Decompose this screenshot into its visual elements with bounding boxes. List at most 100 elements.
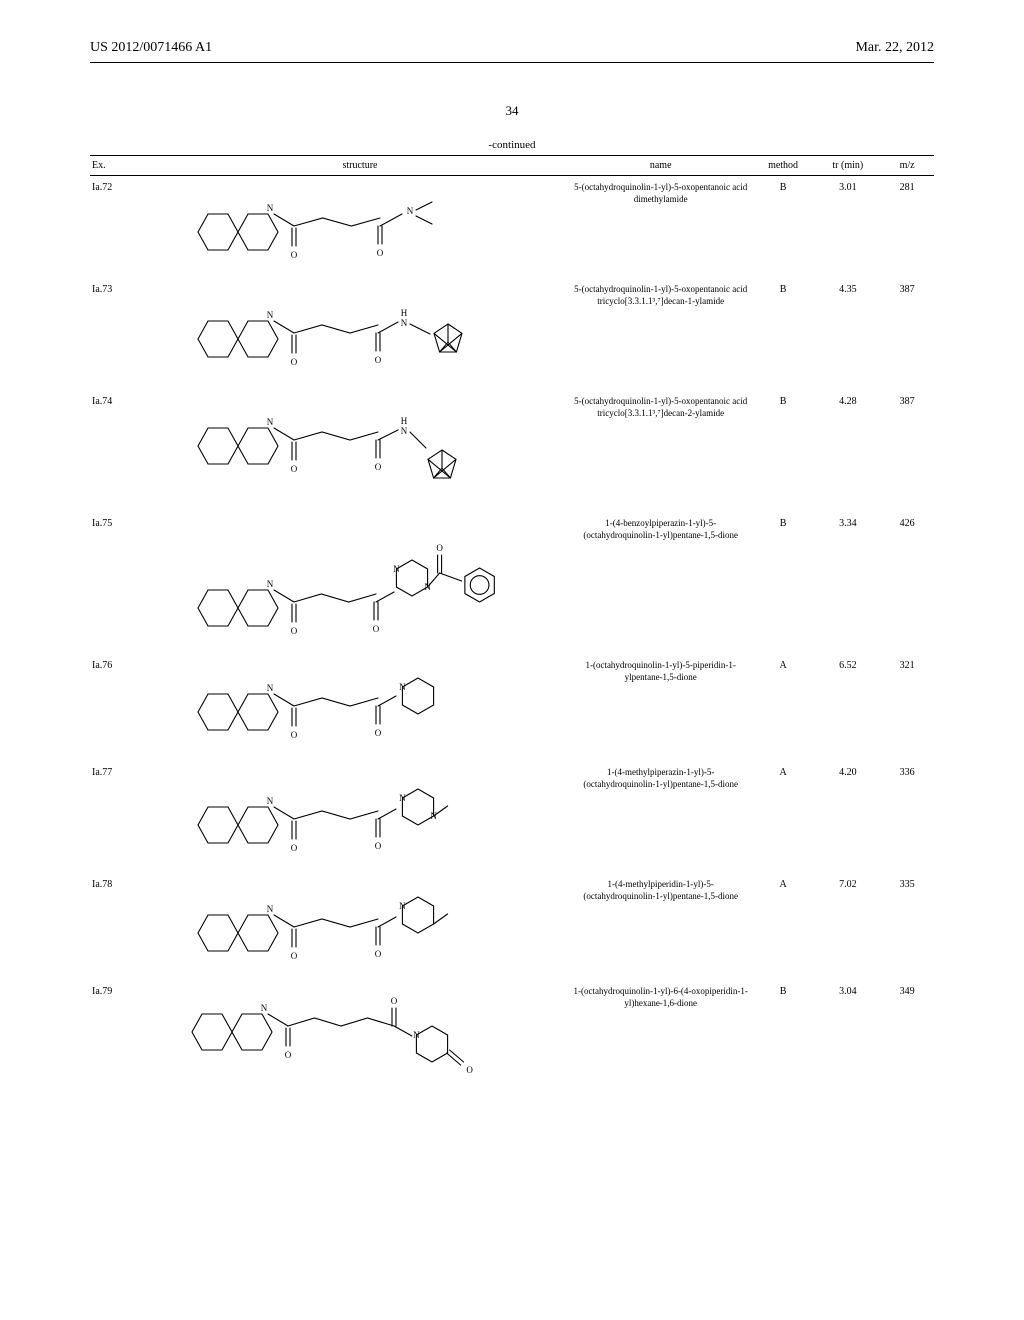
page-number: 34 xyxy=(90,103,934,119)
cell-method: A xyxy=(751,873,816,980)
cell-name: 1-(4-methylpiperidin-1-yl)-5-(octahydroq… xyxy=(571,873,751,980)
svg-text:H: H xyxy=(401,308,408,318)
svg-text:O: O xyxy=(375,355,382,365)
svg-text:O: O xyxy=(291,357,298,367)
cell-ex: Ia.77 xyxy=(90,761,149,873)
table-row: Ia.76 N O O N 1-(octahydroquinolin-1-yl)-5-… xyxy=(90,654,934,761)
svg-text:O: O xyxy=(291,250,298,260)
cell-tr: 6.52 xyxy=(815,654,880,761)
svg-text:N: N xyxy=(393,564,400,574)
table-row: Ia.78 N O O N 1-(4-methylpiperidin-1-yl)-5-… xyxy=(90,873,934,980)
table-body: Ia.72 N O O N 5-(octahydroquinolin-1-yl)-5-… xyxy=(90,176,934,1098)
cell-structure: NOONN xyxy=(149,761,570,873)
cell-mz: 426 xyxy=(880,512,934,654)
svg-text:N: N xyxy=(267,310,274,320)
cell-ex: Ia.72 xyxy=(90,176,149,279)
cell-mz: 387 xyxy=(880,390,934,512)
cell-method: B xyxy=(751,176,816,279)
table-row: Ia.79 NOONO 1-(octahydroquinolin-1-yl)-6… xyxy=(90,980,934,1097)
cell-tr: 4.28 xyxy=(815,390,880,512)
cell-tr: 4.20 xyxy=(815,761,880,873)
svg-text:O: O xyxy=(391,996,398,1006)
cell-ex: Ia.73 xyxy=(90,278,149,390)
table-row: Ia.74 NOOHN 5-(octahydroquinolin-1-yl)-5… xyxy=(90,390,934,512)
col-method: method xyxy=(751,156,816,176)
cell-name: 1-(octahydroquinolin-1-yl)-5-piperidin-1… xyxy=(571,654,751,761)
cell-tr: 3.04 xyxy=(815,980,880,1097)
svg-text:N: N xyxy=(267,796,274,806)
svg-text:O: O xyxy=(291,843,298,853)
col-structure: structure xyxy=(149,156,570,176)
compound-table: Ex. structure name method tr (min) m/z I… xyxy=(90,155,934,1097)
cell-ex: Ia.78 xyxy=(90,873,149,980)
svg-text:O: O xyxy=(375,949,382,959)
cell-structure: NOOHN xyxy=(149,390,570,512)
svg-text:N: N xyxy=(267,579,274,589)
cell-mz: 349 xyxy=(880,980,934,1097)
table-row: Ia.77 NOONN 1-(4-methylpiperazin-1-yl)-5… xyxy=(90,761,934,873)
cell-structure: NOONNO xyxy=(149,512,570,654)
cell-tr: 3.01 xyxy=(815,176,880,279)
cell-mz: 335 xyxy=(880,873,934,980)
cell-ex: Ia.74 xyxy=(90,390,149,512)
page-header: US 2012/0071466 A1 Mar. 22, 2012 xyxy=(90,40,934,56)
cell-method: B xyxy=(751,390,816,512)
cell-method: A xyxy=(751,654,816,761)
col-mz: m/z xyxy=(880,156,934,176)
continued-label: -continued xyxy=(90,139,934,151)
col-name: name xyxy=(571,156,751,176)
table-header-row: Ex. structure name method tr (min) m/z xyxy=(90,156,934,176)
cell-mz: 387 xyxy=(880,278,934,390)
cell-name: 1-(4-methylpiperazin-1-yl)-5-(octahydroq… xyxy=(571,761,751,873)
cell-method: A xyxy=(751,761,816,873)
cell-ex: Ia.75 xyxy=(90,512,149,654)
svg-text:O: O xyxy=(291,951,298,961)
svg-text:N: N xyxy=(399,793,406,803)
svg-text:O: O xyxy=(373,624,380,634)
svg-text:N: N xyxy=(267,417,274,427)
svg-text:O: O xyxy=(291,730,298,740)
svg-text:O: O xyxy=(285,1050,292,1060)
table-row: Ia.72 N O O N 5-(octahydroquinolin-1-yl)-5-… xyxy=(90,176,934,279)
svg-text:N: N xyxy=(413,1030,420,1040)
cell-method: B xyxy=(751,278,816,390)
cell-structure: N O O N xyxy=(149,654,570,761)
col-tr: tr (min) xyxy=(815,156,880,176)
svg-text:N: N xyxy=(407,206,414,216)
svg-text:O: O xyxy=(291,626,298,636)
cell-name: 1-(octahydroquinolin-1-yl)-6-(4-oxopiper… xyxy=(571,980,751,1097)
svg-text:O: O xyxy=(375,728,382,738)
svg-text:N: N xyxy=(267,904,274,914)
cell-tr: 3.34 xyxy=(815,512,880,654)
cell-mz: 281 xyxy=(880,176,934,279)
cell-mz: 321 xyxy=(880,654,934,761)
cell-name: 5-(octahydroquinolin-1-yl)-5-oxopentanoi… xyxy=(571,176,751,279)
svg-text:O: O xyxy=(377,248,384,258)
cell-ex: Ia.76 xyxy=(90,654,149,761)
cell-ex: Ia.79 xyxy=(90,980,149,1097)
cell-name: 5-(octahydroquinolin-1-yl)-5-oxopentanoi… xyxy=(571,278,751,390)
cell-structure: NOOHN xyxy=(149,278,570,390)
svg-text:N: N xyxy=(401,318,408,328)
cell-mz: 336 xyxy=(880,761,934,873)
cell-tr: 4.35 xyxy=(815,278,880,390)
svg-text:N: N xyxy=(267,683,274,693)
cell-method: B xyxy=(751,980,816,1097)
cell-tr: 7.02 xyxy=(815,873,880,980)
svg-text:O: O xyxy=(375,841,382,851)
svg-text:N: N xyxy=(399,901,406,911)
svg-text:N: N xyxy=(401,426,408,436)
header-right: Mar. 22, 2012 xyxy=(855,40,934,56)
cell-name: 5-(octahydroquinolin-1-yl)-5-oxopentanoi… xyxy=(571,390,751,512)
svg-text:N: N xyxy=(399,682,406,692)
svg-text:O: O xyxy=(291,464,298,474)
svg-text:N: N xyxy=(267,203,274,213)
svg-text:O: O xyxy=(466,1065,473,1075)
cell-method: B xyxy=(751,512,816,654)
header-rule xyxy=(90,62,934,63)
col-ex: Ex. xyxy=(90,156,149,176)
page: US 2012/0071466 A1 Mar. 22, 2012 34 -con… xyxy=(0,0,1024,1320)
svg-text:H: H xyxy=(401,416,408,426)
table-row: Ia.75 NOONNO 1-(4-benzoylpiperazin-1-yl)… xyxy=(90,512,934,654)
cell-structure: N O O N xyxy=(149,873,570,980)
